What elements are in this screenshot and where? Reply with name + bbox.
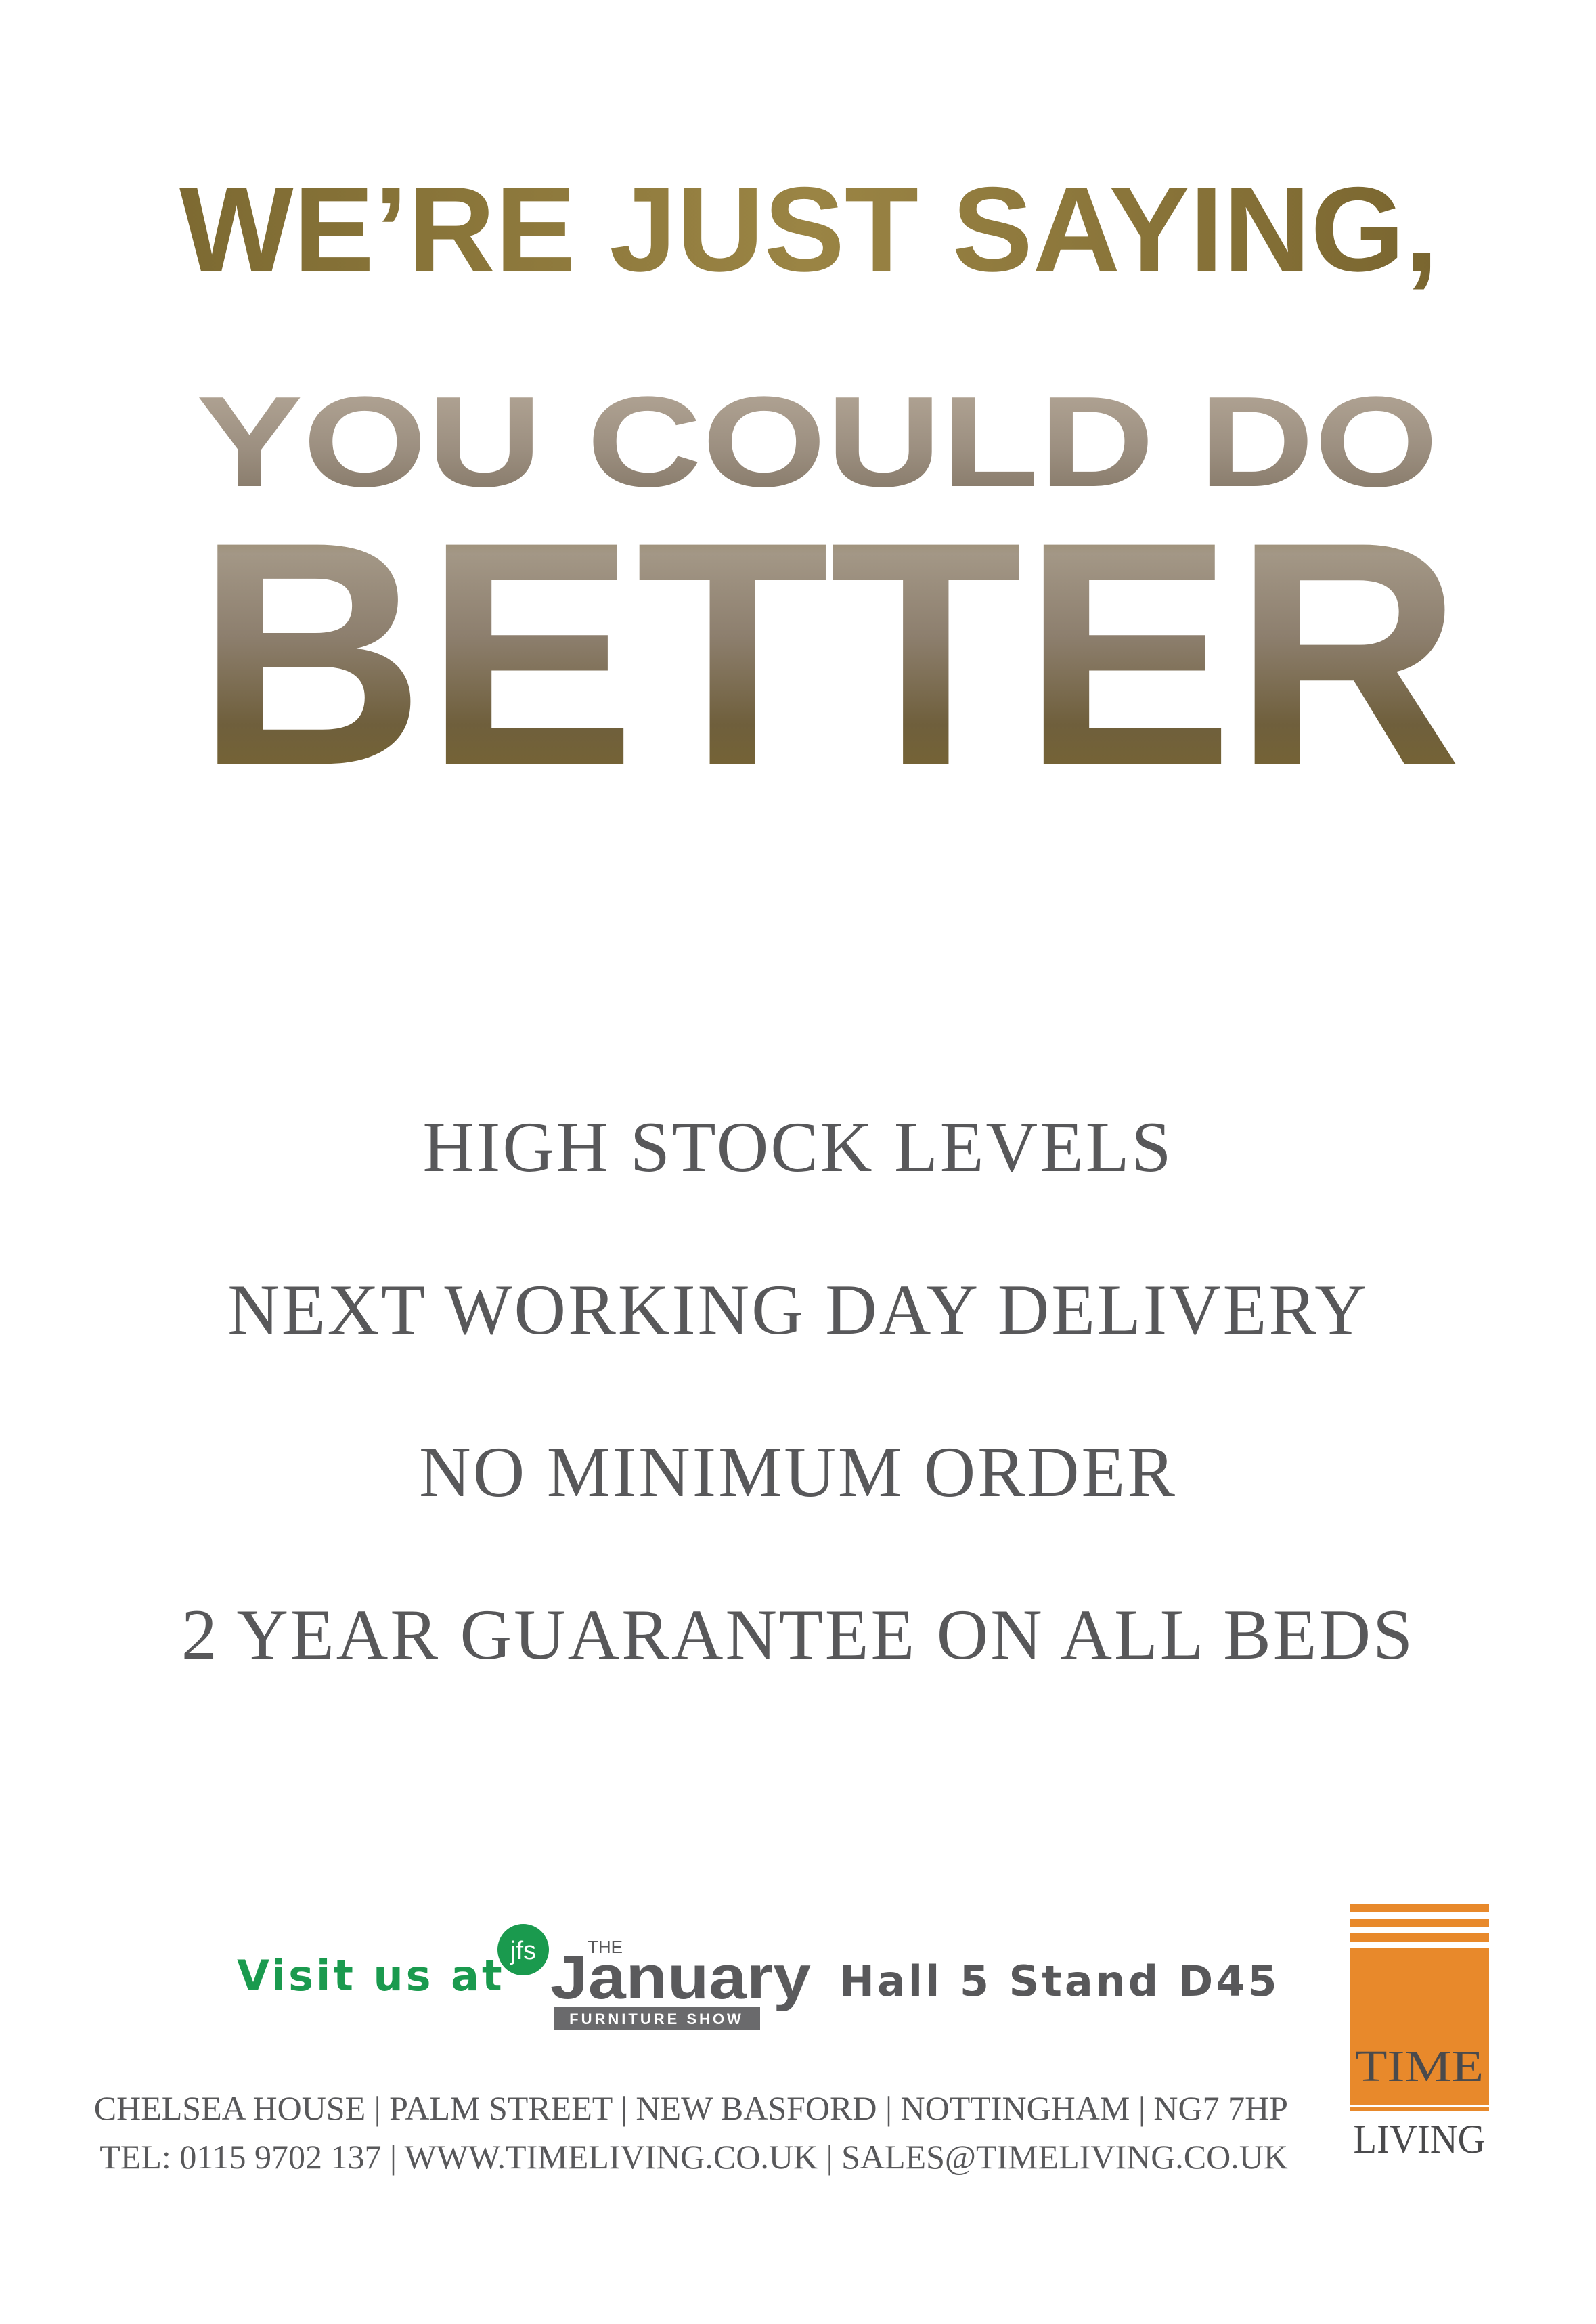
show-subtitle-bar xyxy=(554,2007,760,2030)
feature-item: HIGH STOCK LEVELS xyxy=(422,1108,1174,1187)
show-subtitle-text: FURNITURE SHOW xyxy=(569,2011,744,2027)
time-living-logo: TIME LIVING xyxy=(1350,1904,1489,2162)
feature-item: NEXT WORKING DAY DELIVERY xyxy=(227,1270,1369,1349)
jfs-badge-text: jfs xyxy=(510,1937,536,1965)
visit-banner: Visit us at jfs THE January FURNITURE SH… xyxy=(0,1923,1354,2058)
show-the-text: THE xyxy=(588,1937,623,1957)
brand-living-text: LIVING xyxy=(1354,2117,1486,2162)
feature-list: HIGH STOCK LEVELS NEXT WORKING DAY DELIV… xyxy=(0,1097,1596,1747)
brand-time-text: TIME xyxy=(1355,2042,1484,2091)
jfs-badge-icon xyxy=(497,1924,549,1975)
feature-item: NO MINIMUM ORDER xyxy=(419,1432,1177,1512)
contact-line[interactable]: TEL: 0115 9702 137 | WWW.TIMELIVING.CO.U… xyxy=(99,2138,1288,2176)
headline-line-1: WE’RE JUST SAYING, xyxy=(179,162,1438,297)
visit-label: Visit us at xyxy=(237,1951,505,2000)
january-furniture-show-logo[interactable]: jfs THE January FURNITURE SHOW xyxy=(493,1923,818,2044)
stand-location: Hall 5 Stand D45 xyxy=(839,1956,1280,2006)
headline-graphic: WE’RE JUST SAYING, YOU COULD DO BETTER xyxy=(179,162,1462,812)
headline-line-3: BETTER xyxy=(196,476,1462,812)
show-name-text: January xyxy=(550,1943,811,2012)
address-line: CHELSEA HOUSE | PALM STREET | NEW BASFOR… xyxy=(93,2089,1288,2127)
feature-item: 2 YEAR GUARANTEE ON ALL BEDS xyxy=(181,1595,1415,1674)
headline-line-2: YOU COULD DO xyxy=(196,370,1438,514)
